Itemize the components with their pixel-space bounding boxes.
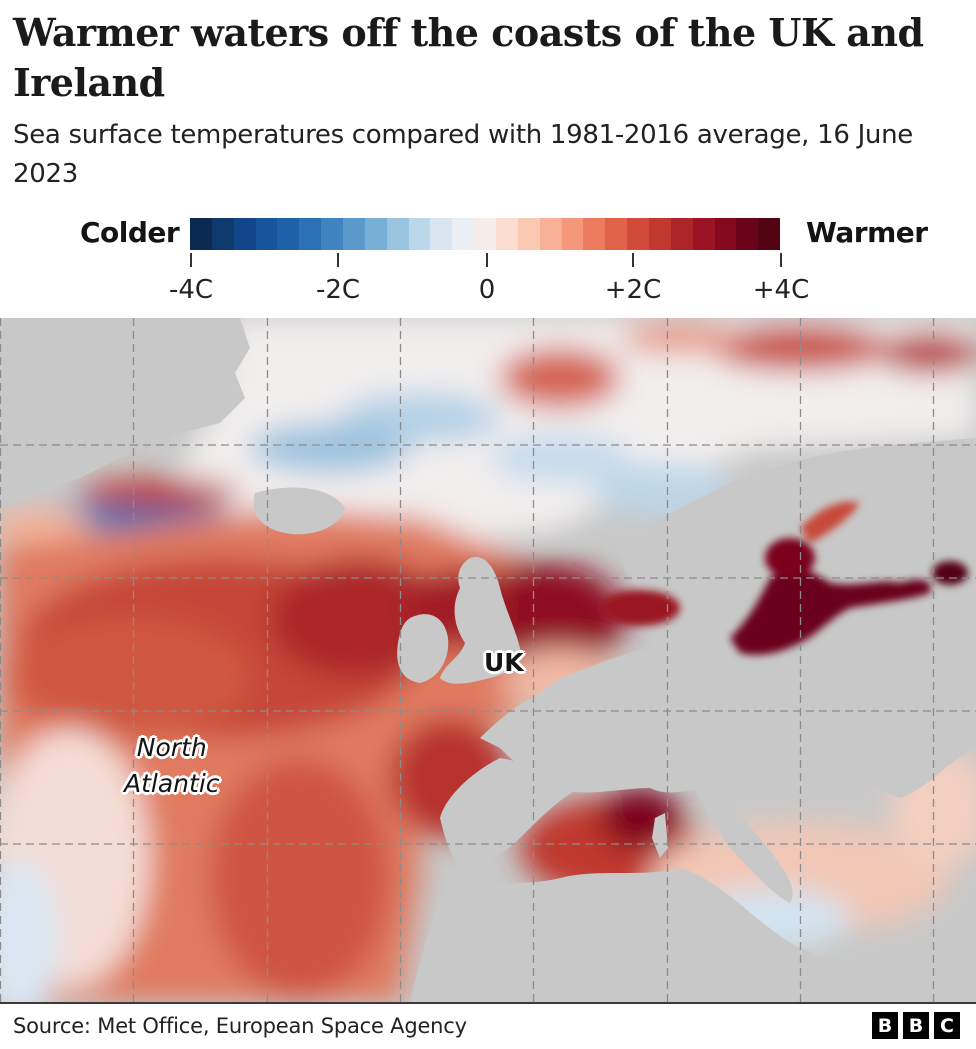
colorbar-swatch <box>255 218 278 250</box>
colorbar-swatch <box>496 218 518 250</box>
colorbar-swatch <box>452 218 475 250</box>
colorbar-swatch <box>233 218 256 250</box>
colorbar-swatch <box>474 218 497 250</box>
map-grid <box>0 318 976 1002</box>
color-legend: Colder Warmer -4C -2C 0 +2C +4C <box>0 212 976 312</box>
colorbar-swatch <box>714 218 737 250</box>
colorbar-swatch <box>277 218 300 250</box>
legend-colder-label: Colder <box>80 216 180 249</box>
colorbar-swatch <box>605 218 628 250</box>
label-uk: UK <box>484 648 524 677</box>
bbc-logo-letter: B <box>872 1012 898 1039</box>
colorbar-swatch <box>408 218 431 250</box>
colorbar-swatch <box>539 218 562 250</box>
colorbar-swatch <box>736 218 759 250</box>
baltic-sea <box>600 501 968 655</box>
bbc-logo-letter: B <box>903 1012 929 1039</box>
bbc-logo-letter: C <box>934 1012 960 1039</box>
colorbar-swatch <box>517 218 540 250</box>
colorbar-tick <box>190 253 192 267</box>
colorbar-swatch <box>386 218 409 250</box>
colorbar-swatch <box>343 218 365 250</box>
chart-subtitle: Sea surface temperatures compared with 1… <box>13 120 913 189</box>
colorbar-swatch <box>299 218 322 250</box>
colorbar-tick <box>632 253 634 267</box>
label-north-atlantic: North Atlantic <box>124 730 220 802</box>
map-graphic <box>0 318 976 1002</box>
colorbar-swatch <box>670 218 693 250</box>
colorbar-tick-label: -2C <box>315 275 361 305</box>
colorbar-tick-label: 0 <box>478 275 496 305</box>
label-north-atlantic-line1: North <box>136 733 207 762</box>
colorbar-swatch <box>561 218 584 250</box>
source-credit: Source: Met Office, European Space Agenc… <box>13 1014 467 1038</box>
label-north-atlantic-line2: Atlantic <box>124 769 220 798</box>
colorbar-swatch <box>211 218 234 250</box>
colorbar-tick-label: +4C <box>752 275 810 305</box>
legend-warmer-label: Warmer <box>806 216 928 249</box>
colorbar-swatch <box>627 218 650 250</box>
colorbar-tick <box>337 253 339 267</box>
sea-temperature-map: UK North Atlantic <box>0 318 976 1002</box>
colorbar-swatch <box>364 218 387 250</box>
colorbar-swatch <box>430 218 453 250</box>
colorbar-swatch <box>583 218 606 250</box>
colorbar-tick <box>486 253 488 267</box>
bbc-logo: B B C <box>872 1012 960 1039</box>
colorbar-tick-label: +2C <box>604 275 662 305</box>
land-layer <box>0 318 976 1002</box>
colorbar-swatch <box>649 218 671 250</box>
colorbar-swatch <box>692 218 715 250</box>
footer-divider <box>0 1002 976 1004</box>
colorbar-tick-label: -4C <box>168 275 214 305</box>
colorbar-swatch <box>190 218 212 250</box>
colorbar <box>190 218 781 250</box>
colorbar-swatch <box>758 218 781 250</box>
colorbar-tick <box>780 253 782 267</box>
chart-title: Warmer waters off the coasts of the UK a… <box>13 10 924 105</box>
colorbar-swatch <box>321 218 344 250</box>
